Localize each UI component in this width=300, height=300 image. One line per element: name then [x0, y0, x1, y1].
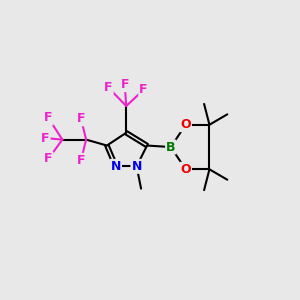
Text: F: F	[44, 111, 52, 124]
Text: F: F	[77, 154, 85, 167]
Text: N: N	[111, 160, 121, 173]
Text: B: B	[166, 140, 176, 154]
Text: F: F	[121, 78, 129, 91]
Text: F: F	[104, 81, 112, 94]
Text: N: N	[131, 160, 142, 173]
Text: F: F	[139, 83, 148, 97]
Text: O: O	[180, 118, 191, 131]
Text: O: O	[180, 163, 191, 176]
Text: F: F	[44, 152, 52, 165]
Text: F: F	[41, 132, 50, 145]
Text: F: F	[77, 112, 85, 125]
